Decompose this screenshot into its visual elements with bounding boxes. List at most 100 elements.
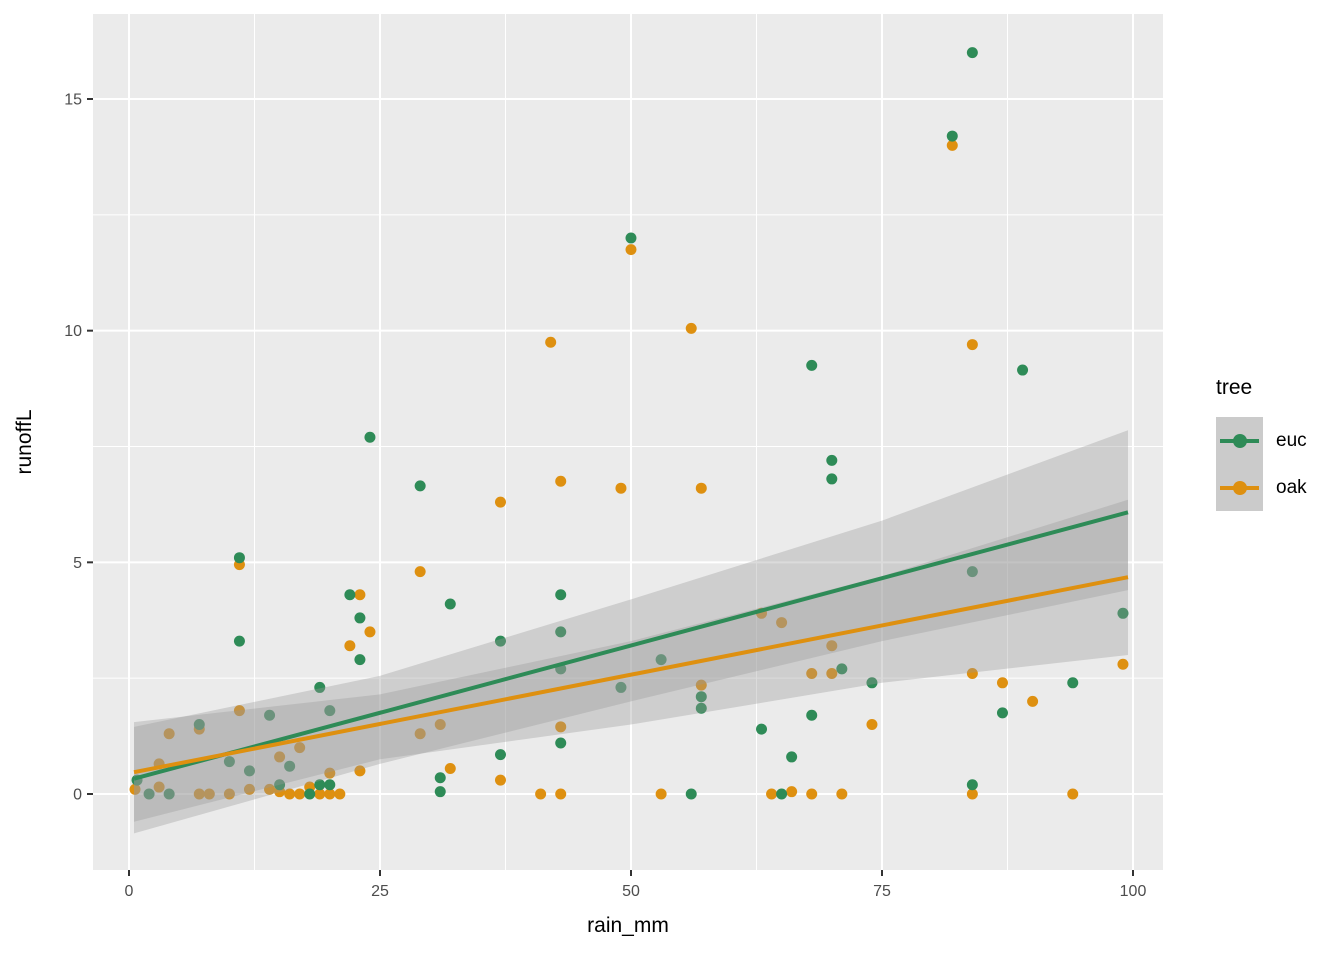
data-point-euc <box>756 723 768 735</box>
data-point-oak <box>129 783 141 795</box>
data-point-oak <box>615 482 627 494</box>
grid-minor-lines <box>93 14 1163 870</box>
data-point-oak <box>414 728 426 740</box>
y-axis-title: runoffL <box>13 410 36 475</box>
regression-lines-layer <box>133 510 1129 781</box>
data-point-oak <box>314 788 326 800</box>
legend-label-euc: euc <box>1276 429 1307 451</box>
data-point-oak <box>203 788 215 800</box>
data-point-oak <box>545 336 557 348</box>
data-point-euc <box>966 779 978 791</box>
data-point-euc <box>434 786 446 798</box>
data-point-oak <box>294 742 306 754</box>
data-point-euc <box>354 612 366 624</box>
x-tick-label: 100 <box>1120 883 1147 900</box>
legend-title: tree <box>1216 376 1253 399</box>
data-point-oak <box>776 617 788 629</box>
data-point-oak <box>1027 695 1039 707</box>
scatter-points-layer <box>129 47 1129 800</box>
x-axis-title: rain_mm <box>587 914 669 937</box>
data-point-euc <box>324 779 336 791</box>
data-point-oak <box>555 721 567 733</box>
data-point-euc <box>695 702 707 714</box>
legend: tree euc oak <box>1216 376 1336 511</box>
regression-line-oak <box>133 575 1129 775</box>
data-point-euc <box>806 359 818 371</box>
data-point-oak <box>786 786 798 798</box>
data-point-oak <box>685 322 697 334</box>
x-tick-label: 75 <box>873 883 891 900</box>
data-point-euc <box>625 232 637 244</box>
data-point-euc <box>685 788 697 800</box>
data-point-oak <box>344 640 356 652</box>
data-point-euc <box>364 431 376 443</box>
x-axis: 0 25 50 75 100 rain_mm <box>125 870 1147 937</box>
legend-key-oak <box>1216 464 1263 511</box>
y-tick-label: 0 <box>73 787 82 804</box>
data-point-oak <box>826 668 838 680</box>
x-tick-label: 0 <box>125 883 134 900</box>
legend-entry-euc: euc <box>1216 417 1336 464</box>
data-point-euc <box>223 756 235 768</box>
data-point-oak <box>274 751 286 763</box>
data-point-oak <box>324 767 336 779</box>
data-point-euc <box>344 589 356 601</box>
data-point-oak <box>444 763 456 775</box>
data-point-oak <box>806 668 818 680</box>
data-point-oak <box>866 719 878 731</box>
data-point-euc <box>866 677 878 689</box>
data-point-oak <box>555 475 567 487</box>
data-point-oak <box>806 788 818 800</box>
data-point-euc <box>555 737 567 749</box>
data-point-euc <box>826 454 838 466</box>
data-point-euc <box>304 788 316 800</box>
data-point-euc <box>826 473 838 485</box>
regression-line-euc <box>133 510 1129 781</box>
data-point-oak <box>324 788 336 800</box>
panel-background <box>93 14 1163 870</box>
data-point-euc <box>946 130 958 142</box>
data-point-oak <box>1067 788 1079 800</box>
data-point-euc <box>264 709 276 721</box>
data-point-euc <box>434 772 446 784</box>
data-point-oak <box>695 482 707 494</box>
x-tick-label: 50 <box>622 883 640 900</box>
data-point-oak <box>826 640 838 652</box>
data-point-euc <box>314 681 326 693</box>
data-point-euc <box>786 751 798 763</box>
grid-major-lines <box>93 14 1163 870</box>
data-point-euc <box>414 480 426 492</box>
data-point-euc <box>494 635 506 647</box>
data-point-euc <box>655 654 667 666</box>
data-point-oak <box>264 783 276 795</box>
data-point-euc <box>996 707 1008 719</box>
data-point-oak <box>966 788 978 800</box>
oak-point-swatch <box>1232 480 1247 495</box>
data-point-oak <box>414 566 426 578</box>
data-point-oak <box>284 788 296 800</box>
data-point-euc <box>243 765 255 777</box>
data-point-euc <box>193 719 205 731</box>
data-point-euc <box>1017 364 1029 376</box>
data-point-euc <box>143 788 155 800</box>
data-point-oak <box>766 788 778 800</box>
data-point-euc <box>284 760 296 772</box>
x-axis-ticks: 0 25 50 75 100 <box>125 870 1147 900</box>
data-point-euc <box>966 566 978 578</box>
y-tick-label: 15 <box>64 92 82 109</box>
data-point-euc <box>776 788 788 800</box>
euc-point-swatch <box>1232 433 1247 448</box>
y-axis: 0 5 10 15 runoffL <box>13 92 93 804</box>
data-point-oak <box>836 788 848 800</box>
data-point-oak <box>555 788 567 800</box>
data-point-oak <box>695 679 707 691</box>
data-point-oak <box>494 774 506 786</box>
data-point-oak <box>354 765 366 777</box>
data-point-oak <box>535 788 547 800</box>
data-point-oak <box>655 788 667 800</box>
data-point-euc <box>233 552 245 564</box>
data-point-oak <box>434 719 446 731</box>
data-point-oak <box>966 339 978 351</box>
